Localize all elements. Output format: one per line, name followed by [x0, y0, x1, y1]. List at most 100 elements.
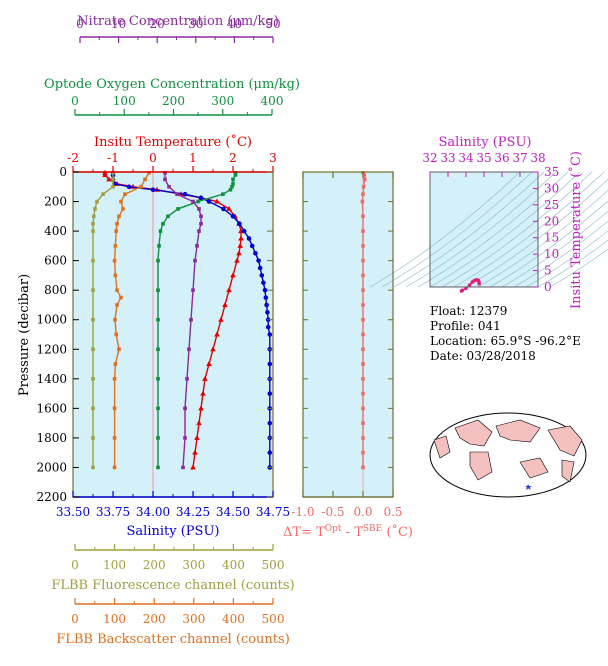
- temperature-point: [214, 331, 220, 337]
- isopycnal-line: [441, 171, 593, 288]
- salinity-point: [262, 287, 268, 293]
- salinity-point: [259, 273, 265, 278]
- backscatter-point: [115, 303, 119, 307]
- temperature-point: [200, 390, 206, 396]
- nitrate-tick-label: 0: [76, 17, 84, 31]
- temperature-tick-label: 2: [229, 151, 237, 165]
- delta_t-point: [361, 288, 365, 292]
- delta-t-axis-title: ΔT= TOpt - TSBE (˚C): [283, 524, 413, 540]
- backscatter-tick-label: 0: [71, 612, 79, 626]
- temperature-point: [230, 272, 236, 278]
- oxygen-point: [156, 288, 160, 292]
- oxygen-point: [161, 221, 165, 226]
- oxygen-tick-label: 200: [162, 94, 185, 108]
- float-location-marker: [525, 484, 532, 490]
- delta_t-point: [361, 450, 365, 455]
- temperature-point: [190, 464, 196, 470]
- delta-t-panel-background: [303, 172, 393, 497]
- backscatter-point: [112, 406, 117, 411]
- temperature-tick-label: 1: [189, 151, 197, 165]
- location: Location: 65.9°S -96.2°E: [430, 334, 581, 348]
- oxygen-point: [230, 184, 234, 189]
- temperature-point: [238, 235, 244, 241]
- oxygen-point: [176, 207, 180, 211]
- backscatter-point: [123, 192, 127, 196]
- salinity-point: [267, 361, 273, 367]
- temperature-point: [210, 346, 216, 352]
- salinity-line: [112, 172, 271, 468]
- backscatter-tick-label: 400: [222, 612, 245, 626]
- temperature-point: [226, 205, 232, 211]
- salinity-axis-title: Salinity (PSU): [127, 524, 220, 539]
- backscatter-point: [117, 214, 121, 219]
- fluorescence-point: [91, 288, 95, 292]
- delta_t-point: [361, 273, 365, 278]
- temperature-point: [202, 375, 208, 381]
- oxygen-point: [156, 465, 160, 470]
- nitrate-point: [183, 436, 187, 440]
- isopycnal-line: [489, 200, 608, 288]
- backscatter-point: [115, 288, 119, 292]
- fluorescence-tick-label: 200: [143, 558, 166, 572]
- salinity-point: [265, 324, 271, 330]
- temperature-point: [192, 449, 198, 455]
- fluorescence-tick-label: 500: [262, 558, 285, 572]
- isopycnal-line: [393, 171, 545, 288]
- backscatter-tick-label: 100: [103, 612, 126, 626]
- ts-salinity-tick-label: 34: [458, 151, 474, 165]
- fluorescence-tick-label: 300: [182, 558, 205, 572]
- delta_t-point: [361, 391, 365, 396]
- ts-temperature-tick-label: 30: [544, 181, 559, 195]
- oxygen-tick-label: 400: [261, 94, 284, 108]
- nitrate-point: [167, 184, 171, 189]
- delta_t-point: [363, 177, 367, 182]
- nitrate-point: [199, 221, 203, 226]
- ts-temperature-tick-label: 0: [544, 280, 552, 294]
- temperature-tick-label: 3: [269, 151, 277, 165]
- oxygen-point: [196, 199, 200, 204]
- pressure-tick-label: 600: [44, 254, 67, 268]
- oxygen-tick-label: 0: [71, 94, 79, 108]
- oxygen-point: [221, 192, 225, 196]
- temperature-point: [198, 405, 204, 411]
- fluorescence-point: [91, 436, 95, 440]
- salinity-tick-label: 34.50: [216, 505, 250, 519]
- salinity-point: [221, 206, 226, 212]
- isopycnal-line: [369, 171, 521, 288]
- nitrate-point: [191, 288, 195, 292]
- nitrate-point: [199, 214, 203, 219]
- delta_t-point: [361, 214, 365, 219]
- salinity-point: [267, 450, 273, 455]
- ts-temperature-tick-label: 10: [544, 247, 559, 261]
- map-landmass: [561, 459, 575, 483]
- oxygen-point: [231, 182, 235, 186]
- backscatter-point: [147, 170, 151, 175]
- oxygen-point: [166, 214, 170, 219]
- salinity-tick-label: 33.50: [56, 505, 90, 519]
- backscatter-point: [121, 207, 125, 211]
- isopycnal-line: [501, 210, 608, 288]
- isopycnal-line: [381, 171, 533, 288]
- temperature-point: [106, 176, 112, 182]
- ts-profile-point: [460, 288, 465, 293]
- salinity-tick-label: 34.75: [256, 505, 290, 519]
- ts-profile-point: [477, 281, 481, 286]
- oxygen-point: [157, 244, 161, 248]
- oxygen-point: [228, 187, 233, 192]
- salinity-point: [261, 280, 266, 286]
- nitrate-point: [183, 406, 187, 411]
- ts-temperature-tick-label: 15: [544, 231, 559, 245]
- isopycnal-line: [429, 171, 581, 288]
- temperature-point: [218, 316, 224, 322]
- delta_t-point: [360, 199, 365, 204]
- pressure-tick-label: 1400: [36, 372, 67, 386]
- salinity-point: [263, 295, 269, 300]
- backscatter-point: [112, 465, 117, 470]
- salinity-point: [241, 228, 247, 234]
- fluorescence-point: [92, 214, 96, 219]
- float-info-block: Float: 12379 Profile: 041 Location: 65.9…: [430, 304, 581, 364]
- temperature-point: [214, 198, 220, 204]
- nitrate-tick-label: 30: [188, 17, 203, 31]
- map-landmass: [495, 419, 541, 443]
